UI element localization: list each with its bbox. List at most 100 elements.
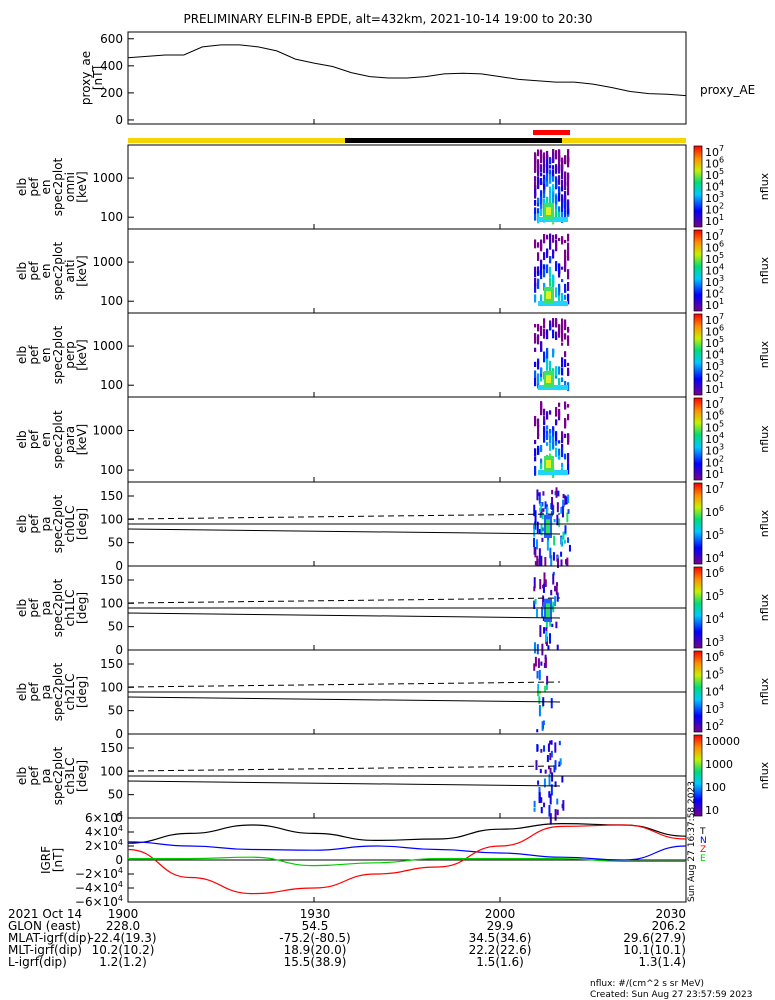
spectrogram-pixel xyxy=(555,370,558,376)
igrf-ylabel: IGRF[nT] xyxy=(39,846,65,874)
spectrogram-pixel xyxy=(534,323,537,328)
spectrogram-pixel xyxy=(564,155,567,164)
x-row-value: 1.3(1.4) xyxy=(638,955,686,969)
spectrogram-pixel xyxy=(546,363,549,371)
x-row-value: 1930 xyxy=(300,907,331,921)
pitch-angle-pixel xyxy=(556,582,559,587)
y-label-line: pef xyxy=(27,682,41,702)
spectrogram-pixel xyxy=(561,444,564,448)
pitch-angle-pixel xyxy=(538,548,541,560)
spectrogram-pixel xyxy=(555,195,558,205)
y-tick-label: 0 xyxy=(115,643,123,657)
legend-N: N xyxy=(700,836,707,846)
y-label-line: spec2plot xyxy=(51,746,65,805)
spectrogram-pixel xyxy=(561,327,564,338)
pitch-angle-pixel xyxy=(553,535,556,546)
pitch-angle-pixel xyxy=(542,508,545,512)
spectrogram-pixel xyxy=(552,281,555,289)
spectrogram-pixel xyxy=(567,413,570,421)
y-label-line: [deg] xyxy=(75,676,89,708)
spectrogram-pixel xyxy=(558,163,561,172)
spectrogram-pixel xyxy=(537,159,540,168)
x-row-value: 29.6(27.9) xyxy=(623,931,686,945)
x-row-value: 1.5(1.6) xyxy=(476,955,524,969)
spectrogram-pixel xyxy=(561,357,564,368)
pitch-angle-pixel xyxy=(557,558,560,569)
spectrogram-pixel xyxy=(534,188,537,196)
spectrogram-pixel xyxy=(540,367,543,374)
colorbar-label-group: nflux xyxy=(758,425,771,453)
y-label-line: spec2plot xyxy=(51,494,65,553)
spectrogram-pixel xyxy=(534,465,537,476)
y-label-line: elb xyxy=(15,262,29,280)
pitch-angle-pixel xyxy=(552,552,555,561)
spectrogram-pixel xyxy=(555,176,558,183)
spectrogram-pixel xyxy=(558,378,561,388)
colorbar-tick-label: 100 xyxy=(705,781,726,794)
x-row-value: -75.2(-80.5) xyxy=(279,931,350,945)
para-frame xyxy=(127,396,687,483)
pitch-angle-pixel xyxy=(564,525,567,534)
pitch-angle-pixel xyxy=(540,523,543,536)
y-label-line: [keV] xyxy=(75,255,89,286)
spectrogram-pixel xyxy=(561,200,564,212)
pitch-angle-pixel xyxy=(560,507,563,514)
spectrogram-pixel xyxy=(555,208,558,218)
spectrogram-pixel xyxy=(534,200,537,206)
spectrogram-pixel xyxy=(537,278,540,283)
y-tick-label: 4×104 xyxy=(85,824,123,839)
spectrogram-pixel xyxy=(537,166,540,176)
spectrogram-pixel xyxy=(567,435,570,445)
pitch-angle-pixel xyxy=(540,555,543,567)
spectrogram-pixel xyxy=(546,359,549,365)
pitch-angle-pixel xyxy=(566,557,569,567)
spectrogram-pixel xyxy=(555,164,558,170)
x-row-value: 10.1(10.1) xyxy=(623,943,686,957)
y-label-line: elb xyxy=(15,430,29,448)
spectrogram-pixel xyxy=(540,341,543,351)
pitch-angle-pixel xyxy=(558,740,561,746)
side-stamp: Sun Aug 27 16:37:58 2023 xyxy=(687,781,697,902)
spectrogram-pixel xyxy=(567,209,570,215)
y-label-line: ch0LC xyxy=(63,506,77,543)
y-tick-label: 100 xyxy=(100,512,123,526)
pitch-angle-pixel xyxy=(534,561,537,566)
peak-flux xyxy=(546,460,551,468)
pitch-angle-pixel xyxy=(542,584,545,589)
omni-colorbar xyxy=(693,145,703,228)
y-label-line: ch3LC xyxy=(63,758,77,795)
colorbar-tick-label: 105 xyxy=(705,419,724,434)
pitch-angle-pixel xyxy=(536,521,539,534)
spectrogram-pixel xyxy=(540,190,543,194)
pitch-angle-pixel xyxy=(538,558,541,567)
pitch-angle-pixel xyxy=(562,499,565,510)
spectrogram-pixel xyxy=(558,150,561,155)
x-row-value: 1900 xyxy=(108,907,139,921)
spectrogram-pixel xyxy=(567,213,570,217)
y-label-line: para xyxy=(63,426,77,453)
colorbar-label-group: nflux xyxy=(758,172,771,200)
perp-colorbar xyxy=(693,313,703,396)
y-label-line: IGRF xyxy=(39,846,53,874)
pitch-angle-pixel xyxy=(544,769,547,774)
pitch-angle-pixel xyxy=(537,658,540,668)
x-row-label: 2021 Oct 14 xyxy=(8,907,82,921)
created-note: Created: Sun Aug 27 23:57:59 2023 xyxy=(590,990,752,1000)
spectrogram-pixel xyxy=(549,239,552,250)
spectrogram-pixel xyxy=(558,155,561,163)
spectrogram-pixel xyxy=(546,442,549,446)
spectrogram-pixel xyxy=(558,448,561,460)
x-row-value: 1.2(1.2) xyxy=(99,955,147,969)
sunlit-bar xyxy=(128,138,345,143)
spectrogram-pixel xyxy=(564,453,567,460)
pitch-angle-pixel xyxy=(538,690,541,695)
spectrogram-pixel xyxy=(564,200,567,207)
spectrogram-pixel xyxy=(537,179,540,184)
pitch-angle-pixel xyxy=(549,547,552,559)
plot-title: PRELIMINARY ELFIN-B EPDE, alt=432km, 202… xyxy=(183,12,592,26)
pitch-angle-pixel xyxy=(554,596,557,607)
pitch-angle-pixel xyxy=(541,527,544,532)
spectrogram-pixel xyxy=(555,200,558,210)
